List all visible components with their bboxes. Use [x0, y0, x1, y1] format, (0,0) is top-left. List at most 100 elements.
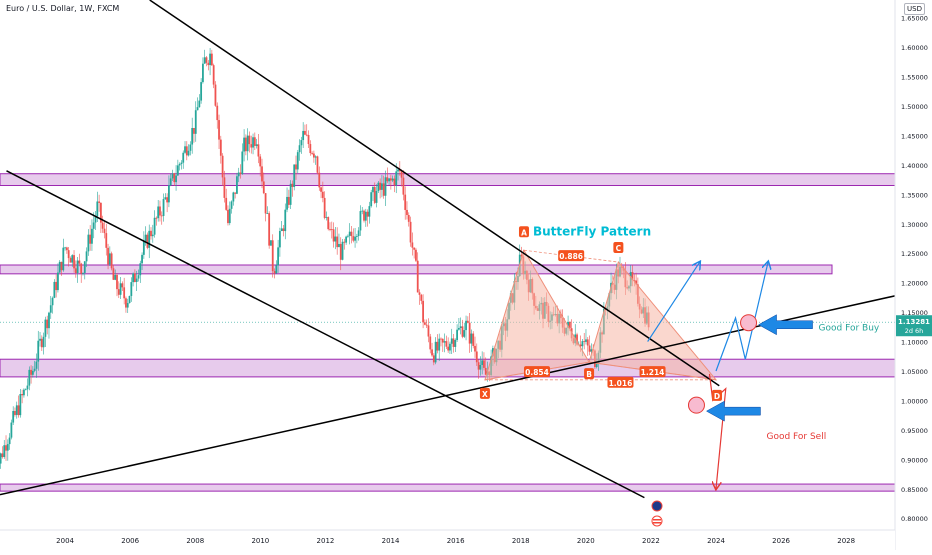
candle-body: [398, 169, 401, 172]
candle-body: [53, 281, 56, 298]
candle-body: [173, 173, 176, 183]
candle-body: [198, 100, 201, 108]
candle-body: [252, 137, 254, 148]
candle-body: [12, 411, 15, 423]
candle-body: [370, 192, 373, 207]
candle-body: [377, 182, 380, 192]
buy-projection-arrow: [647, 262, 700, 342]
point-c-label: C: [616, 244, 622, 253]
candle-body: [153, 217, 156, 235]
candle-body: [567, 321, 569, 328]
candle-body: [130, 282, 133, 296]
candle-body: [148, 230, 151, 248]
candle-body: [58, 261, 61, 273]
candle-body: [112, 268, 115, 280]
candle-body: [3, 445, 6, 458]
point-b-label: B: [586, 370, 592, 379]
candle-body: [223, 177, 226, 198]
zone-1: [0, 264, 833, 275]
candle-body: [284, 209, 287, 232]
candle-body: [51, 297, 54, 306]
candle-body: [355, 236, 358, 237]
candle-body: [237, 172, 240, 177]
candle-body: [246, 135, 249, 152]
candle-body: [92, 222, 95, 229]
zone-3: [0, 483, 896, 492]
candle-body: [425, 324, 428, 326]
candle-body: [422, 300, 424, 323]
candle-body: [474, 345, 476, 352]
candle-body: [325, 217, 328, 218]
candle-body: [221, 155, 224, 178]
candle-body: [432, 355, 435, 363]
candle-body: [8, 437, 11, 445]
last-price-badge: [896, 315, 932, 337]
candle-body: [166, 197, 169, 203]
candle-body: [330, 229, 333, 230]
eu-flag-icon: [651, 500, 663, 512]
candle-body: [631, 272, 634, 281]
candle-body: [103, 228, 106, 234]
candle-body: [429, 336, 432, 350]
candle-body: [123, 287, 126, 299]
candle-body: [400, 171, 403, 178]
candle-body: [404, 194, 407, 210]
candle-body: [434, 341, 437, 363]
candle-body: [466, 320, 469, 323]
candle-body: [151, 234, 154, 237]
candle-body: [484, 367, 487, 375]
candle-body: [134, 273, 136, 282]
candle-body: [114, 274, 117, 280]
candle-body: [10, 422, 13, 438]
ratio-xb-label: 0.854: [525, 368, 549, 377]
candle-body: [175, 175, 177, 183]
candle-body: [391, 178, 394, 181]
candle-body: [372, 186, 374, 193]
pattern-title: ButterFly Pattern: [533, 224, 651, 238]
candle-body: [282, 228, 285, 232]
y-tick-label: 1.35000: [901, 191, 928, 199]
candle-body: [339, 243, 342, 260]
candle-body: [239, 172, 242, 175]
candle-body: [128, 295, 131, 304]
candle-body: [361, 210, 364, 212]
ratio-ac-label: 0.886: [559, 252, 583, 261]
candle-body: [182, 152, 185, 163]
candle-body: [463, 330, 466, 337]
candle-body: [108, 253, 111, 265]
ratio-ac-label-bg: [558, 250, 585, 262]
candle-body: [449, 343, 451, 351]
candle-body: [327, 217, 330, 230]
y-tick-label: 1.05000: [901, 368, 928, 376]
candle-body: [583, 341, 586, 342]
x-tick-label: 2028: [837, 537, 855, 545]
candle-body: [416, 260, 419, 293]
candle-body: [259, 156, 262, 167]
candle-body: [341, 241, 344, 260]
y-tick-label: 1.55000: [901, 74, 928, 82]
candle-body: [234, 192, 237, 194]
pattern-labels: Good For Buy Good For Sell A C X B D 0.886 0.854…: [479, 224, 880, 527]
y-tick-label: 0.95000: [901, 427, 928, 435]
candle-body: [635, 280, 638, 285]
candle-body: [23, 389, 25, 396]
trendlines: [0, 0, 915, 499]
candle-body: [336, 236, 339, 248]
candle-body: [384, 177, 387, 196]
candle-body: [24, 389, 27, 391]
candle-body: [14, 411, 16, 415]
candle-body: [98, 201, 101, 203]
candle-body: [35, 361, 38, 369]
point-a-label: A: [521, 228, 527, 237]
candle-body: [413, 247, 416, 250]
zone-2: [0, 358, 896, 378]
candle-body: [275, 265, 278, 274]
candle-body: [332, 229, 335, 242]
currency-badge[interactable]: USD: [904, 3, 925, 15]
candle-body: [241, 151, 244, 175]
candle-body: [194, 110, 197, 134]
candle-body: [141, 254, 143, 264]
last-price-value: 1.13281: [898, 318, 930, 326]
